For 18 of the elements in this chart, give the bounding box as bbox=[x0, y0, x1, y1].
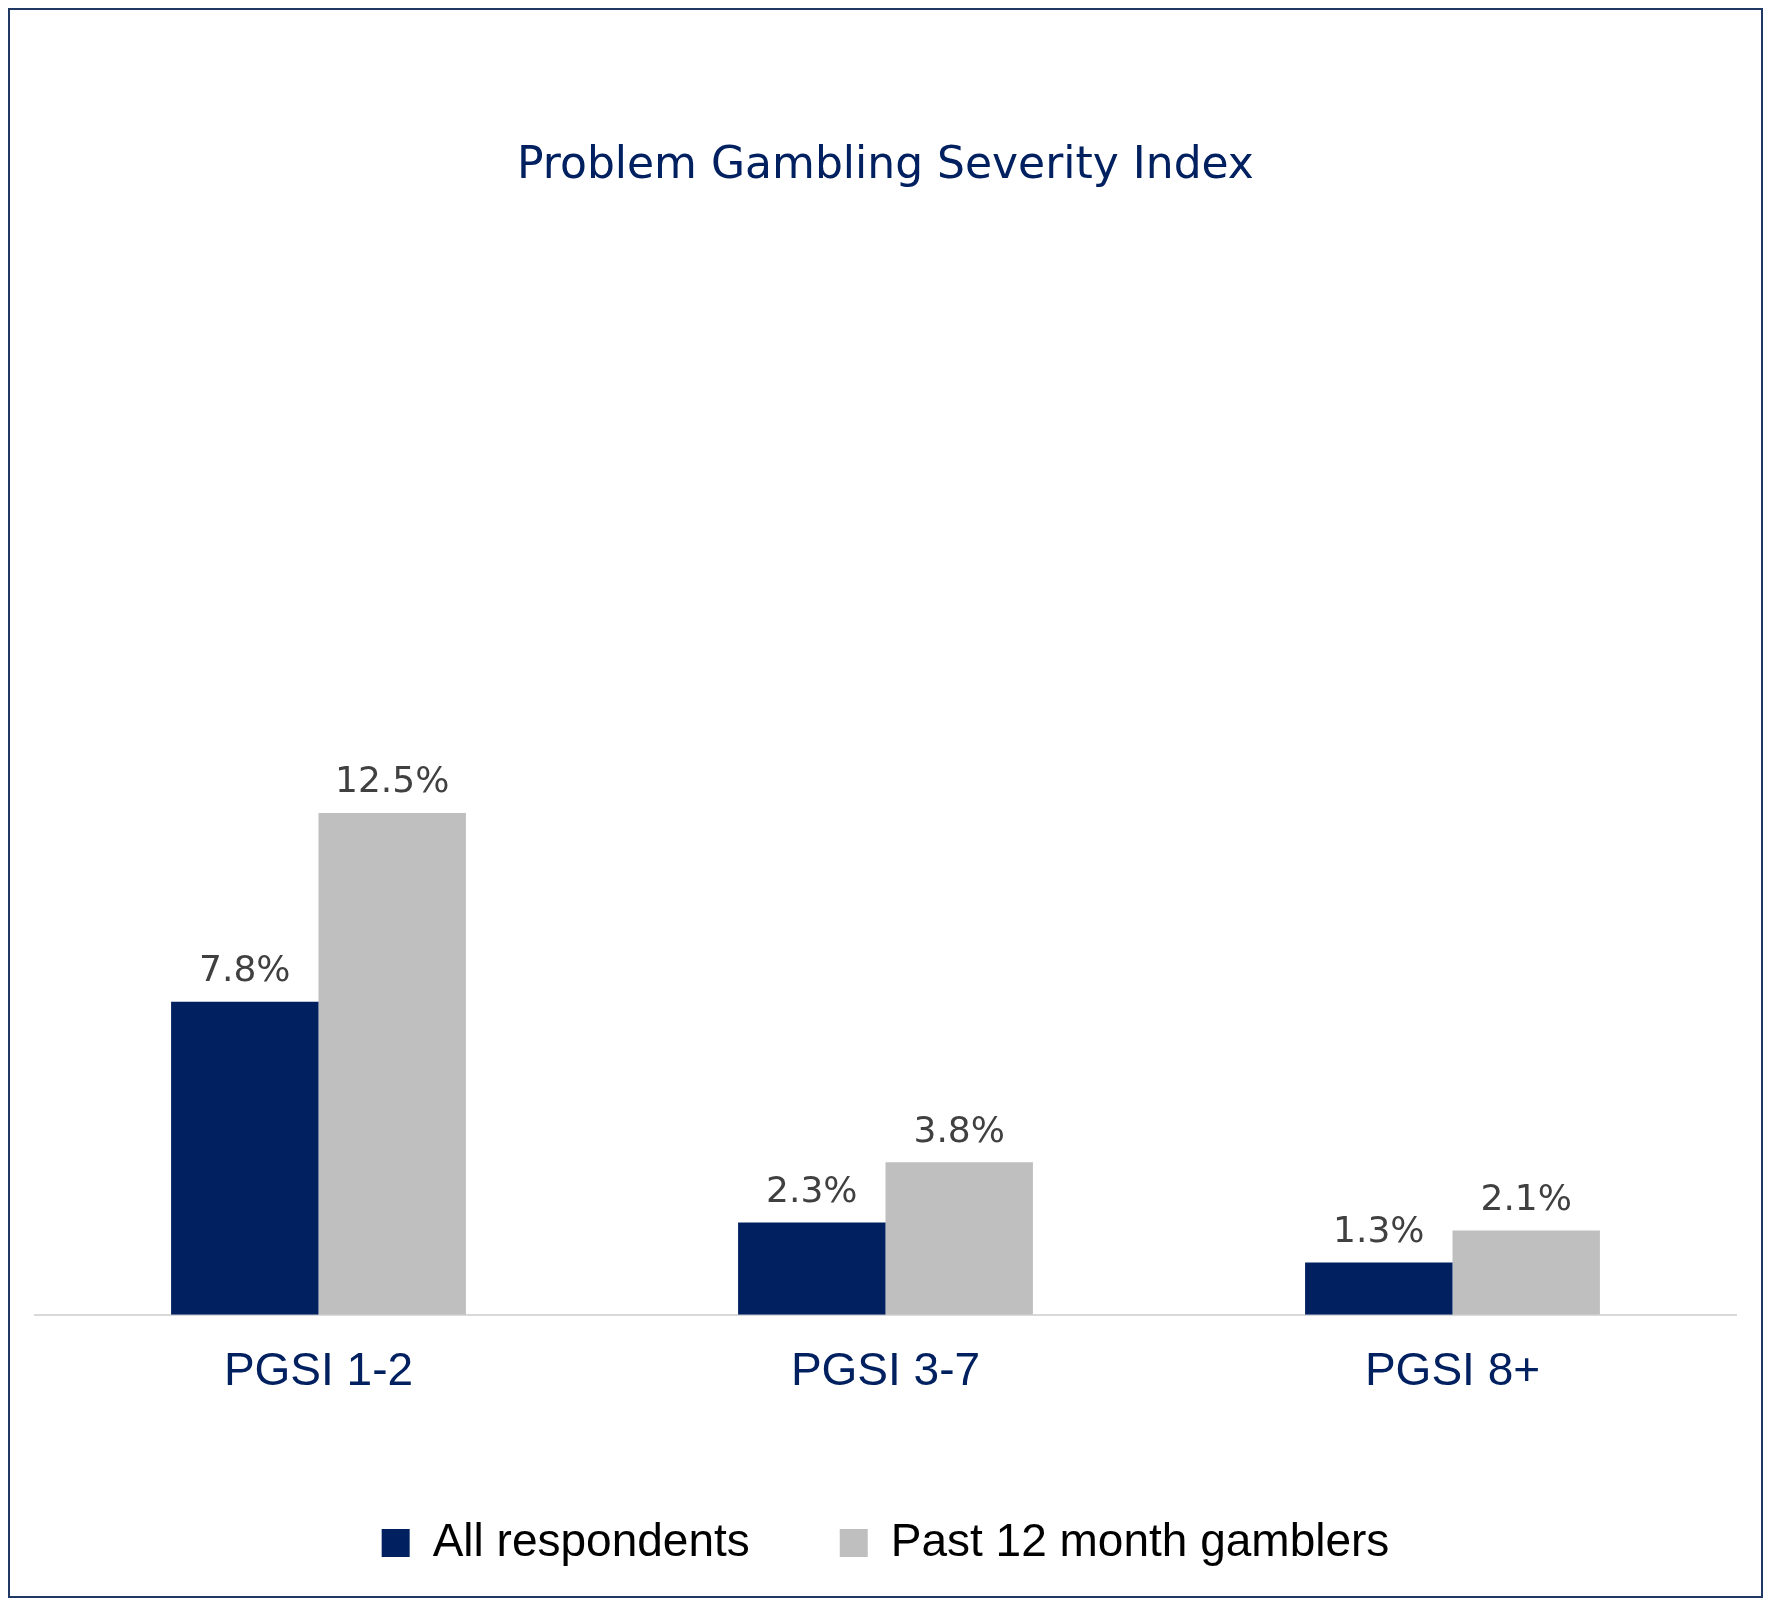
bar bbox=[738, 1222, 886, 1315]
data-label: 2.3% bbox=[766, 1168, 858, 1210]
x-tick-label: PGSI 3-7 bbox=[790, 1343, 981, 1396]
bar bbox=[1452, 1230, 1600, 1315]
legend-label: Past 12 month gamblers bbox=[890, 1513, 1390, 1566]
data-label: 12.5% bbox=[335, 759, 450, 801]
data-label: 1.3% bbox=[1333, 1208, 1425, 1250]
data-label: 2.1% bbox=[1480, 1176, 1572, 1218]
data-label: 3.8% bbox=[913, 1108, 1005, 1150]
x-tick-label: PGSI 8+ bbox=[1364, 1343, 1541, 1396]
x-tick-label: PGSI 1-2 bbox=[223, 1343, 414, 1396]
bar bbox=[318, 813, 466, 1315]
chart-title: Problem Gambling Severity Index bbox=[517, 136, 1254, 188]
data-label: 7.8% bbox=[199, 948, 291, 990]
bar bbox=[1305, 1262, 1453, 1315]
bar bbox=[171, 1001, 319, 1315]
legend-label: All respondents bbox=[432, 1513, 750, 1566]
bar bbox=[885, 1162, 1033, 1315]
